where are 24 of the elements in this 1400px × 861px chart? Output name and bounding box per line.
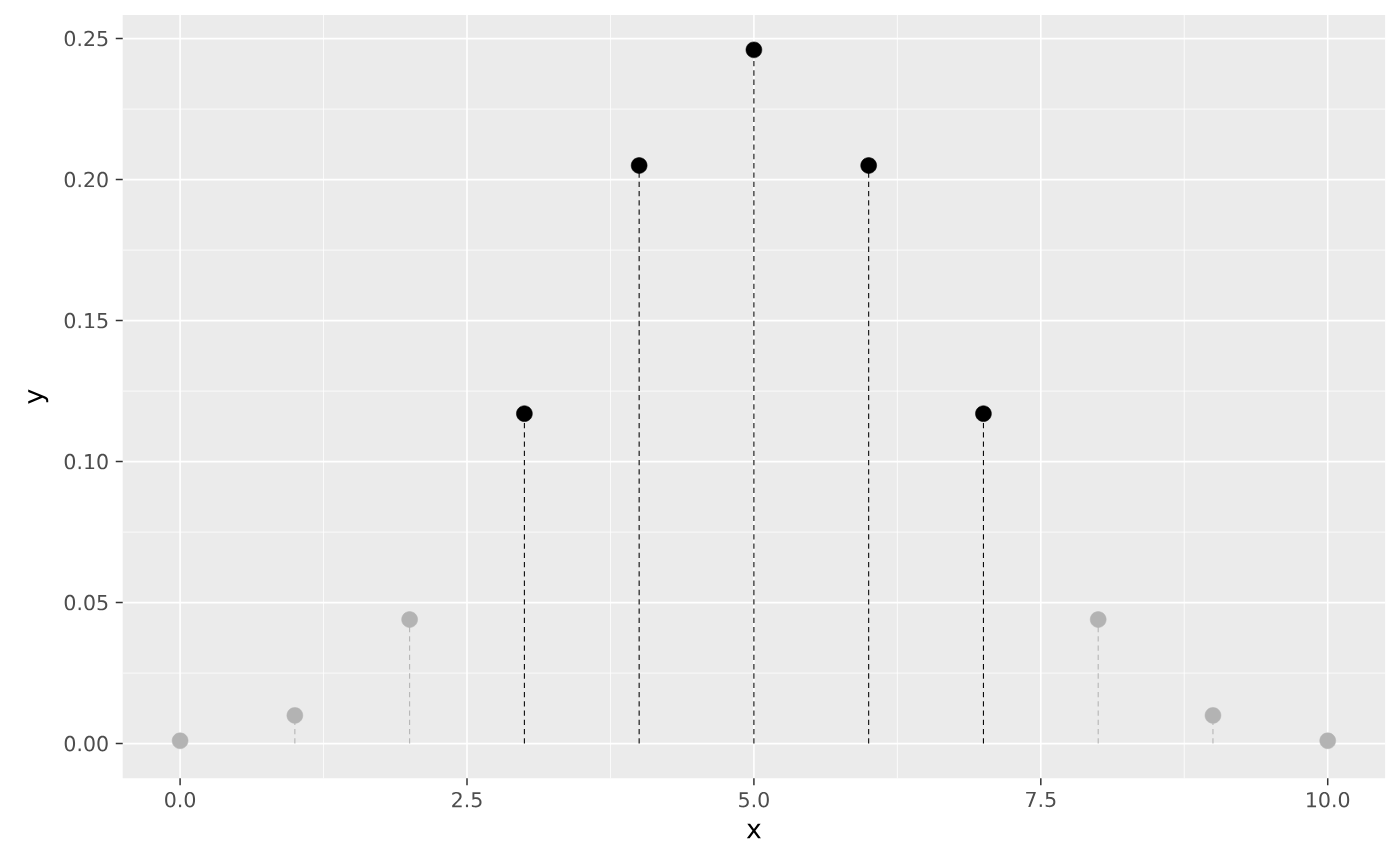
point	[860, 157, 877, 174]
x-tick-label: 0.0	[165, 792, 196, 808]
y-axis-title: y	[28, 389, 49, 404]
point	[286, 707, 304, 724]
x-tick-label: 7.5	[1026, 792, 1056, 808]
point	[1089, 611, 1107, 628]
point	[516, 405, 533, 422]
point	[1319, 732, 1336, 750]
x-tick-label: 2.5	[452, 792, 482, 808]
x-axis-title: x	[746, 823, 761, 839]
y-tick-label: 0.25	[64, 30, 108, 47]
y-tick-label: 0.10	[64, 453, 108, 470]
point	[1204, 707, 1222, 724]
point	[630, 157, 648, 174]
x-tick-label: 5.0	[739, 792, 769, 808]
y-tick-label: 0.00	[64, 735, 108, 752]
point	[401, 611, 418, 628]
y-tick-label: 0.05	[64, 594, 108, 611]
x-tick-label: 10.0	[1307, 792, 1350, 808]
y-tick-label: 0.15	[64, 312, 108, 329]
point	[171, 732, 189, 750]
point	[745, 41, 763, 59]
point	[975, 405, 992, 422]
y-tick-label: 0.20	[64, 171, 108, 188]
